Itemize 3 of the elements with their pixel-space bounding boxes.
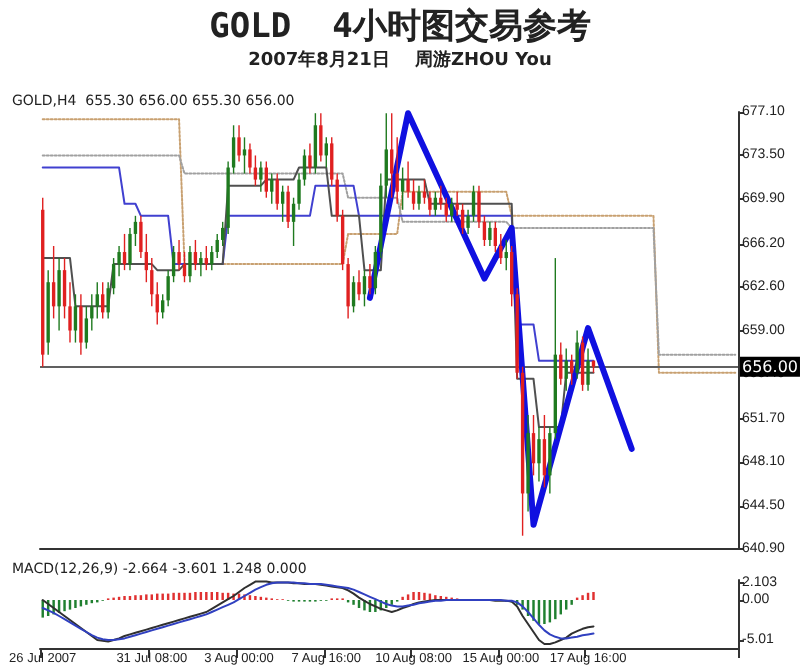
ref-line-label: 656.00 (742, 357, 798, 376)
chart-subtitle: 2007年8月21日 周游ZHOU You (248, 49, 552, 71)
chart-title: GOLD 4小时图交易参考 (209, 7, 591, 47)
